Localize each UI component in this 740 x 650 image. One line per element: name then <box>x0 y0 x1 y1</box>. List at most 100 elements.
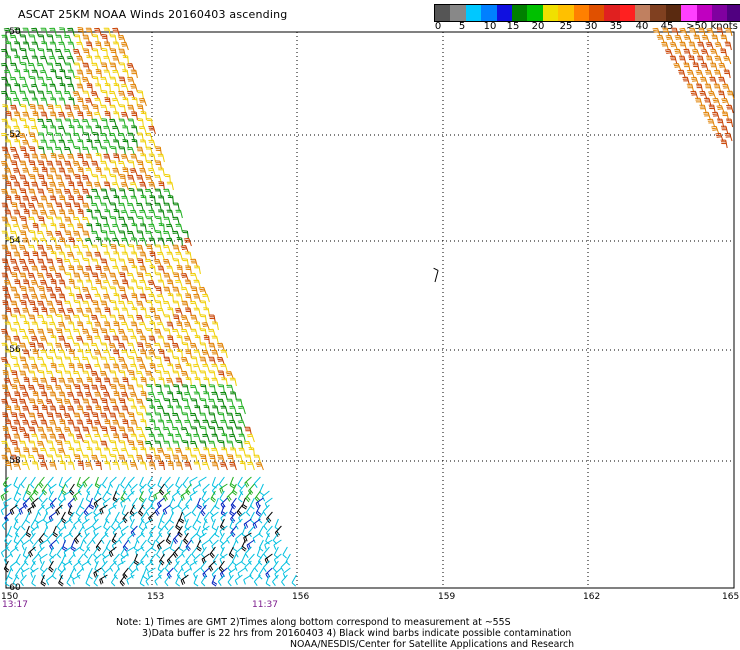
wind-barb <box>238 405 246 415</box>
wind-barb <box>184 419 192 429</box>
wind-barb <box>713 83 722 93</box>
wind-barb <box>20 48 27 58</box>
wind-barb <box>683 62 691 72</box>
wind-barb <box>119 286 126 296</box>
wind-barb <box>112 335 120 345</box>
wind-barb <box>63 188 72 198</box>
wind-barb <box>40 433 48 443</box>
wind-barb <box>74 76 81 86</box>
wind-barb <box>86 195 93 205</box>
wind-barb <box>164 454 171 464</box>
wind-barb <box>19 244 27 254</box>
wind-barb <box>111 97 120 107</box>
wind-barb <box>127 342 135 352</box>
wind-barb <box>264 539 273 550</box>
wind-barb <box>122 55 129 65</box>
wind-barb <box>236 440 243 450</box>
wind-barb <box>155 286 162 296</box>
wind-barb <box>130 209 138 219</box>
wind-barb <box>32 377 39 387</box>
wind-barb <box>112 419 120 429</box>
wind-barb <box>109 560 117 572</box>
wind-barb <box>112 525 120 537</box>
colorbar-swatch <box>619 5 636 21</box>
colorbar-label: 40 <box>635 21 649 32</box>
wind-barb <box>726 104 734 114</box>
wind-barb <box>20 216 27 226</box>
wind-barb <box>57 448 66 457</box>
wind-barb <box>77 125 84 135</box>
wind-barb <box>0 504 9 516</box>
wind-barb <box>90 342 99 352</box>
wind-barb <box>227 574 234 587</box>
wind-barb <box>112 349 120 359</box>
wind-barb <box>55 174 63 184</box>
wind-barb <box>103 321 111 331</box>
wind-barb <box>64 216 72 226</box>
wind-barb <box>167 349 174 359</box>
wind-barb <box>258 567 264 580</box>
wind-barb <box>228 546 235 559</box>
wind-barb <box>157 279 165 289</box>
wind-barb <box>145 272 153 282</box>
wind-barb <box>103 223 111 233</box>
wind-barb <box>11 398 18 408</box>
wind-barb <box>22 139 30 149</box>
wind-barb <box>164 476 171 489</box>
lat-tick-label: -50 <box>6 27 21 37</box>
wind-barb <box>93 567 102 578</box>
wind-barb <box>49 209 57 219</box>
wind-barb <box>708 104 716 114</box>
wind-barb <box>131 497 138 510</box>
wind-barb <box>159 553 165 566</box>
wind-barb <box>678 69 686 79</box>
wind-barb <box>22 237 30 247</box>
wind-barb <box>76 377 84 387</box>
wind-barb <box>110 174 117 184</box>
wind-barb <box>157 265 165 275</box>
wind-barb <box>72 91 81 100</box>
wind-barb <box>55 504 63 516</box>
wind-barb <box>49 349 57 359</box>
wind-barb <box>9 175 18 184</box>
wind-barb <box>679 41 687 51</box>
wind-barb <box>192 483 201 494</box>
wind-barb <box>129 168 138 177</box>
wind-barb <box>112 377 120 387</box>
wind-barb <box>25 525 32 538</box>
wind-barb <box>13 209 21 219</box>
wind-barb <box>175 574 180 587</box>
wind-barb <box>58 167 66 177</box>
wind-barb <box>58 574 64 587</box>
wind-barb <box>200 504 207 517</box>
wind-barb <box>86 335 93 345</box>
wind-barb <box>103 518 109 531</box>
wind-barb <box>5 251 12 261</box>
wind-barb <box>22 41 30 51</box>
wind-barb <box>191 546 198 559</box>
wind-barb <box>135 328 144 338</box>
wind-barb <box>177 497 183 510</box>
wind-barb <box>255 504 262 517</box>
wind-barb <box>664 49 674 58</box>
wind-barb <box>189 412 198 422</box>
wind-barb <box>211 349 219 359</box>
wind-barb <box>68 293 75 303</box>
wind-barb <box>46 244 54 254</box>
lon-tick-label: 150 <box>1 592 19 602</box>
wind-barb <box>31 209 39 219</box>
wind-barb <box>718 62 727 72</box>
wind-barb <box>716 105 725 114</box>
wind-barb <box>41 567 48 580</box>
wind-barb <box>172 342 180 352</box>
wind-barb <box>193 391 201 401</box>
wind-barb <box>140 377 147 387</box>
wind-barb <box>72 48 81 58</box>
wind-barb <box>67 433 75 443</box>
wind-barb <box>76 265 84 275</box>
wind-barb <box>237 476 243 489</box>
wind-barb <box>7 567 13 580</box>
wind-barb <box>85 307 93 317</box>
wind-barb <box>82 300 90 310</box>
wind-barb <box>140 553 147 566</box>
